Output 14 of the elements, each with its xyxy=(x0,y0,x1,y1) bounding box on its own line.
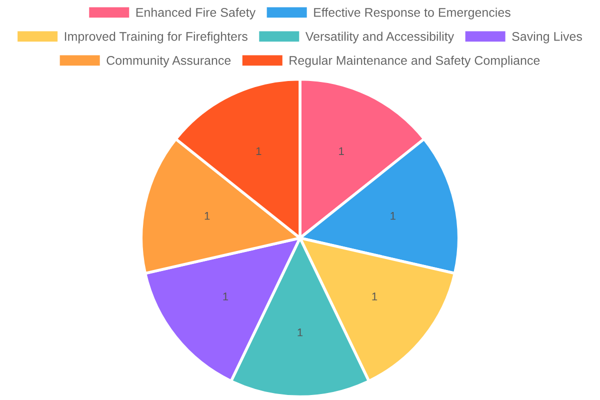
data-label: 1 xyxy=(372,292,378,300)
legend-label: Regular Maintenance and Safety Compliance xyxy=(290,56,540,68)
data-label: 1 xyxy=(223,292,228,300)
legend-label: Saving Lives xyxy=(512,32,582,44)
data-label: 1 xyxy=(256,147,262,156)
legend-label: Versatility and Accessibility xyxy=(305,32,454,44)
legend-label: Effective Response to Emergencies xyxy=(314,8,510,20)
legend-label: Enhanced Fire Safety xyxy=(136,8,256,20)
data-label: 1 xyxy=(298,328,303,336)
data-label: 1 xyxy=(204,212,210,220)
data-label: 1 xyxy=(339,147,344,156)
legend-label: Community Assurance xyxy=(106,56,231,68)
legend-label: Improved Training for Firefighters xyxy=(64,32,248,44)
data-label: 1 xyxy=(390,212,396,220)
